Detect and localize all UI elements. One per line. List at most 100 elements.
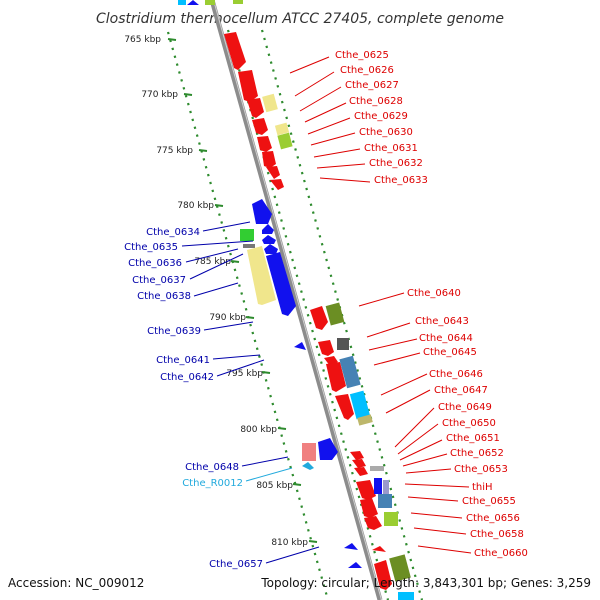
gene-cthe-0644 — [337, 338, 349, 350]
gene-cthe-0650 — [350, 451, 364, 460]
gene-cthe-0646 — [326, 362, 346, 392]
gene-label-cthe-0658[interactable]: Cthe_0658 — [470, 529, 524, 540]
kbp-label-805: 805 kbp — [256, 481, 293, 491]
gene-label-cthe-0629[interactable]: Cthe_0629 — [354, 111, 408, 122]
gene-label-cthe-0631[interactable]: Cthe_0631 — [364, 143, 418, 154]
gene-cthe-0651 — [352, 459, 366, 468]
kbp-label-765: 765 kbp — [124, 35, 161, 45]
gene-block-0641-0642 — [294, 342, 306, 350]
gene-label-cthe-0647[interactable]: Cthe_0647 — [434, 385, 488, 396]
gene-label-cthe-0642[interactable]: Cthe_0642 — [160, 372, 214, 383]
kbp-label-810: 810 kbp — [271, 538, 308, 548]
tick-770 — [183, 93, 193, 96]
gene-label-cthe-0630[interactable]: Cthe_0630 — [359, 127, 413, 138]
gene-cthe-0646-steel — [339, 355, 361, 389]
gene-label-cthe-0626[interactable]: Cthe_0626 — [340, 65, 394, 76]
tick-765 — [167, 38, 177, 41]
tick-780 — [214, 204, 224, 207]
gene-cthe-0655 — [360, 498, 378, 518]
gene-label-cthe-0656[interactable]: Cthe_0656 — [466, 513, 520, 524]
gene-cthe-0632 — [262, 151, 276, 168]
kbp-tick-marks — [167, 38, 318, 543]
gene-label-cthe-r0012[interactable]: Cthe_R0012 — [182, 478, 243, 489]
gene-top-blue — [187, 0, 199, 5]
gene-label-cthe-0638[interactable]: Cthe_0638 — [137, 291, 191, 302]
left-gene-labels: Cthe_0634 Cthe_0635 Cthe_0636 Cthe_0637 … — [124, 227, 263, 570]
gene-cthe-0641 — [294, 342, 306, 350]
gene-cthe-0660-olive — [389, 554, 411, 582]
gene-cthe-0643 — [318, 340, 334, 356]
gene-label-cthe-0633[interactable]: Cthe_0633 — [374, 175, 428, 186]
gene-cthe-0633-b — [270, 179, 284, 190]
gene-top-green — [205, 0, 215, 5]
gene-block-0625-0633 — [224, 32, 293, 190]
gene-label-cthe-0628[interactable]: Cthe_0628 — [349, 96, 403, 107]
gene-block-0648 — [302, 438, 338, 470]
gene-label-cthe-0653[interactable]: Cthe_0653 — [454, 464, 508, 475]
gene-thih-light — [383, 480, 389, 494]
gene-label-cthe-0639[interactable]: Cthe_0639 — [147, 326, 201, 337]
kbp-label-780: 780 kbp — [177, 201, 214, 211]
gene-label-cthe-0627[interactable]: Cthe_0627 — [345, 80, 399, 91]
gene-label-cthe-0655[interactable]: Cthe_0655 — [462, 496, 516, 507]
right-gene-labels: Cthe_0625 Cthe_0626 Cthe_0627 Cthe_0628 … — [335, 50, 528, 559]
genome-backbone — [209, 0, 383, 600]
gene-label-cthe-0645[interactable]: Cthe_0645 — [423, 347, 477, 358]
gene-cthe-0648-pink — [302, 443, 316, 461]
gene-cthe-0649-khaki — [357, 414, 373, 426]
gene-block-0634-0639 — [240, 199, 296, 316]
gene-label-cthe-0644[interactable]: Cthe_0644 — [419, 333, 473, 344]
tick-795 — [261, 371, 271, 374]
gene-cthe-0638-arrow — [266, 252, 296, 316]
gene-cthe-0660 — [374, 560, 392, 590]
gene-label-cthe-0650[interactable]: Cthe_0650 — [442, 418, 496, 429]
gene-cthe-0631 — [257, 136, 272, 152]
gene-cthe-0630 — [277, 132, 293, 150]
gene-label-cthe-0636[interactable]: Cthe_0636 — [128, 258, 182, 269]
gene-cthe-0629 — [252, 118, 268, 135]
tick-805 — [292, 483, 302, 486]
kbp-label-775: 775 kbp — [156, 146, 193, 156]
gene-label-thih[interactable]: thiH — [472, 482, 493, 493]
tick-810 — [308, 540, 318, 543]
gene-top-cyan — [178, 0, 186, 5]
gene-label-cthe-0625[interactable]: Cthe_0625 — [335, 50, 389, 61]
left-leader-line-0657 — [265, 546, 320, 564]
gene-label-cthe-0637[interactable]: Cthe_0637 — [132, 275, 186, 286]
gene-label-cthe-0643[interactable]: Cthe_0643 — [415, 316, 469, 327]
gene-block-0657 — [344, 543, 362, 568]
gene-label-cthe-0641[interactable]: Cthe_0641 — [156, 355, 210, 366]
left-outer-guide — [166, 31, 330, 600]
gene-label-cthe-0640[interactable]: Cthe_0640 — [407, 288, 461, 299]
gene-cthe-0647 — [335, 394, 354, 420]
left-leader-lines-cyan — [245, 467, 293, 482]
gene-label-cthe-0657[interactable]: Cthe_0657 — [209, 559, 263, 570]
kbp-label-800: 800 kbp — [240, 425, 277, 435]
gene-label-cthe-0635[interactable]: Cthe_0635 — [124, 242, 178, 253]
gene-label-cthe-0660[interactable]: Cthe_0660 — [474, 548, 528, 559]
kbp-labels: 765 kbp 770 kbp 775 kbp 780 kbp 785 kbp … — [124, 35, 308, 548]
genome-title: Clostridium thermocellum ATCC 27405, com… — [96, 11, 504, 27]
gene-cthe-0628 — [247, 98, 264, 118]
gene-label-cthe-0648[interactable]: Cthe_0648 — [185, 462, 239, 473]
gene-cthe-0638 — [247, 246, 276, 305]
gene-cthe-0656-green — [384, 512, 398, 526]
gene-label-cthe-0632[interactable]: Cthe_0632 — [369, 158, 423, 169]
gene-label-cthe-0634[interactable]: Cthe_0634 — [146, 227, 200, 238]
gene-cthe-0635 — [262, 224, 274, 234]
gene-cthe-0656 — [364, 516, 382, 530]
tick-775 — [198, 149, 208, 152]
tick-800 — [277, 427, 287, 430]
kbp-label-785: 785 kbp — [194, 257, 231, 267]
gene-label-cthe-0646[interactable]: Cthe_0646 — [429, 369, 483, 380]
gene-label-cthe-0651[interactable]: Cthe_0651 — [446, 433, 500, 444]
gene-label-cthe-0649[interactable]: Cthe_0649 — [438, 402, 492, 413]
left-leader-lines — [181, 221, 289, 467]
gene-block-0650-0660 — [350, 451, 414, 600]
gene-cthe-0657 — [344, 543, 358, 550]
gene-cthe-0633 — [266, 166, 280, 179]
gene-label-cthe-0652[interactable]: Cthe_0652 — [450, 448, 504, 459]
gene-cthe-0637 — [264, 244, 278, 254]
right-leader-lines — [289, 56, 472, 554]
gene-cthe-0625 — [224, 32, 246, 70]
